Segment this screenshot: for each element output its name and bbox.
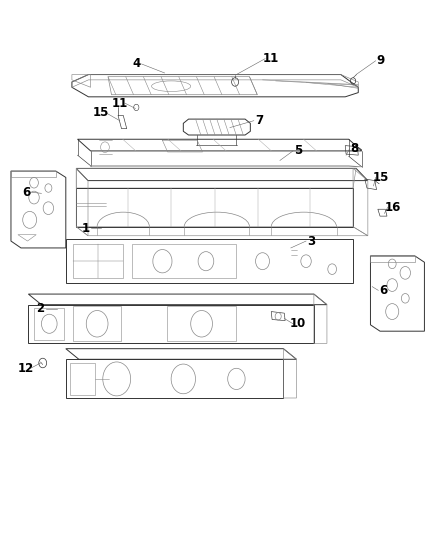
Text: 1: 1 [81, 222, 89, 235]
Text: 3: 3 [307, 235, 315, 247]
Text: 6: 6 [22, 186, 31, 199]
Text: 9: 9 [377, 54, 385, 67]
Text: 7: 7 [255, 114, 263, 127]
Text: 11: 11 [262, 52, 279, 65]
Text: 2: 2 [36, 302, 45, 316]
Text: 15: 15 [92, 106, 109, 119]
Text: 8: 8 [351, 142, 359, 155]
Text: 15: 15 [373, 171, 389, 184]
Text: 11: 11 [112, 96, 128, 110]
Text: 6: 6 [379, 284, 388, 297]
Text: 4: 4 [132, 58, 141, 70]
Text: 10: 10 [290, 317, 306, 330]
Text: 16: 16 [385, 200, 401, 214]
Text: 5: 5 [294, 144, 302, 157]
Text: 12: 12 [17, 362, 33, 375]
